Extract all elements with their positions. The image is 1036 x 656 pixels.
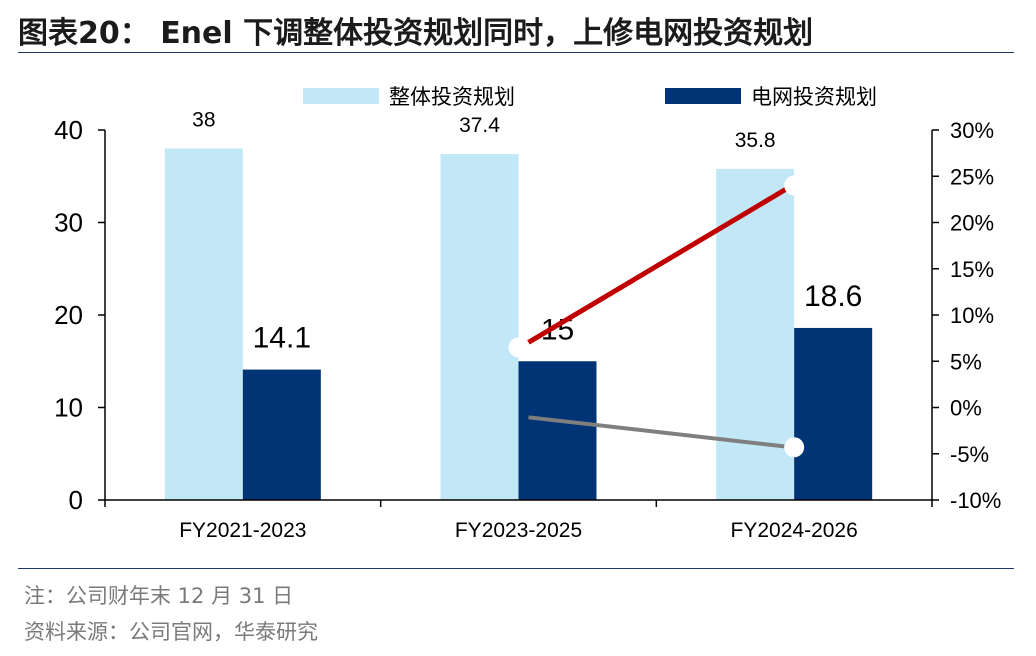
growth-point-red-1 <box>508 337 529 358</box>
right-tick-label: 30% <box>950 118 994 143</box>
left-tick-label: 40 <box>54 115 83 145</box>
left-tick-label: 30 <box>54 208 83 238</box>
x-tick-label-3: FY2024-2026 <box>731 519 858 542</box>
bar-overall-2 <box>440 154 519 501</box>
right-tick-label: -10% <box>950 488 1001 513</box>
right-tick-label: 15% <box>950 257 994 282</box>
x-tick-label-2: FY2023-2025 <box>455 519 582 542</box>
right-tick-label: 25% <box>950 164 994 189</box>
left-tick-label: 20 <box>54 300 83 330</box>
growth-line-red <box>527 183 794 345</box>
left-tick-label: 0 <box>69 485 83 515</box>
data-label-grid-3: 18.6 <box>804 280 862 313</box>
legend-swatch-overall <box>303 88 379 104</box>
chart: 38 37.435.814.1 1518.6010203040-10%-5%0%5%… <box>54 85 1001 542</box>
bar-grid-1 <box>242 369 321 500</box>
chart-note: 注：公司财年末 12 月 31 日 <box>24 584 294 608</box>
growth-point-gray-2 <box>784 437 805 458</box>
legend-swatch-grid <box>665 88 741 104</box>
right-tick-label: 20% <box>950 211 994 236</box>
right-tick-label: 5% <box>950 349 982 374</box>
left-tick-label: 10 <box>54 393 83 423</box>
bar-grid-3 <box>794 327 873 500</box>
legend-label-grid: 电网投资规划 <box>751 85 877 109</box>
bar-overall-3 <box>716 168 795 500</box>
legend-label-overall: 整体投资规划 <box>389 85 515 109</box>
x-tick-label-1: FY2021-2023 <box>179 519 306 542</box>
chart-source: 资料来源：公司官网，华泰研究 <box>24 620 318 644</box>
data-label-overall-1: 38 <box>192 109 215 132</box>
bar-overall-1 <box>164 148 243 500</box>
footer-divider <box>18 568 1014 569</box>
right-tick-label: 0% <box>950 396 982 421</box>
figure-title: 图表20： Enel 下调整体投资规划同时，上修电网投资规划 <box>18 16 814 51</box>
right-tick-label: -5% <box>950 442 989 467</box>
growth-line-gray <box>528 415 793 450</box>
data-label-grid-1: 14.1 <box>253 322 311 355</box>
bar-grid-2 <box>518 361 597 500</box>
data-label-overall-3: 35.8 <box>735 129 776 152</box>
data-label-overall-2: 37.4 <box>459 114 500 137</box>
growth-point-red-2 <box>784 175 805 196</box>
right-tick-label: 10% <box>950 303 994 328</box>
title-divider <box>18 52 1014 53</box>
